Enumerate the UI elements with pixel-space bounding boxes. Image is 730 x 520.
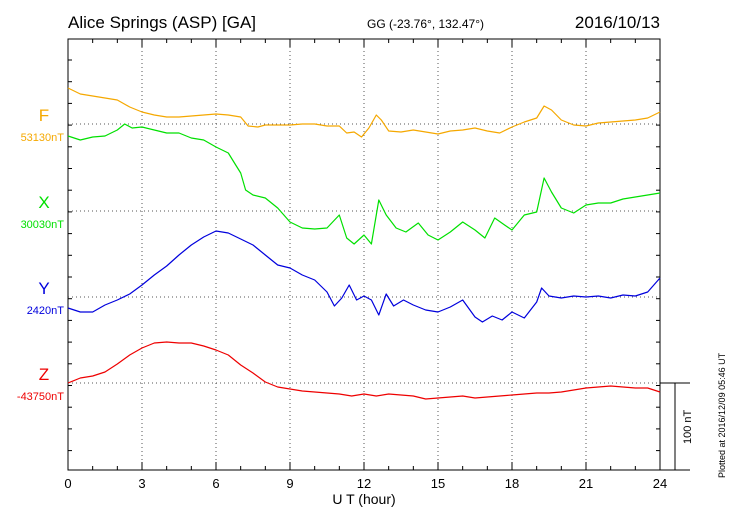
x-tick-label: 3 — [138, 476, 145, 491]
series-line-z — [67, 341, 661, 400]
x-tick-label: 12 — [357, 476, 371, 491]
series-lines — [67, 87, 661, 400]
x-tick-label: 0 — [64, 476, 71, 491]
series-line-y — [67, 230, 661, 323]
series-line-f — [67, 87, 661, 138]
x-axis-label: U T (hour) — [332, 491, 395, 507]
scale-bar-label: 100 nT — [682, 409, 694, 444]
series-name-x: X — [38, 193, 49, 212]
series-baseline-y: 2420nT — [27, 305, 65, 317]
series-baseline-f: 53130nT — [21, 132, 65, 144]
station-coordinates: GG (-23.76°, 132.47°) — [367, 17, 484, 31]
x-tick-label: 21 — [579, 476, 593, 491]
x-tick-label: 6 — [212, 476, 219, 491]
series-name-y: Y — [38, 279, 49, 298]
x-ticks: 0 3 6 9 12 15 18 21 24 — [64, 39, 667, 491]
series-baseline-z: -43750nT — [17, 391, 64, 403]
x-tick-label: 24 — [653, 476, 667, 491]
x-tick-label: 15 — [431, 476, 445, 491]
x-tick-label: 18 — [505, 476, 519, 491]
series-name-z: Z — [39, 365, 49, 384]
chart-title: Alice Springs (ASP) [GA] — [68, 13, 256, 32]
plotted-at-note: Plotted at 2016/12/09 05:46 UT — [717, 352, 727, 478]
series-line-x — [67, 123, 661, 245]
series-name-f: F — [39, 106, 49, 125]
grid-lines — [68, 39, 660, 470]
series-labels: F 53130nT X 30030nT Y 2420nT Z -43750nT — [17, 106, 64, 403]
series-baseline-x: 30030nT — [21, 219, 65, 231]
chart-date: 2016/10/13 — [575, 13, 660, 32]
x-tick-label: 9 — [286, 476, 293, 491]
scale-bar — [660, 382, 690, 471]
